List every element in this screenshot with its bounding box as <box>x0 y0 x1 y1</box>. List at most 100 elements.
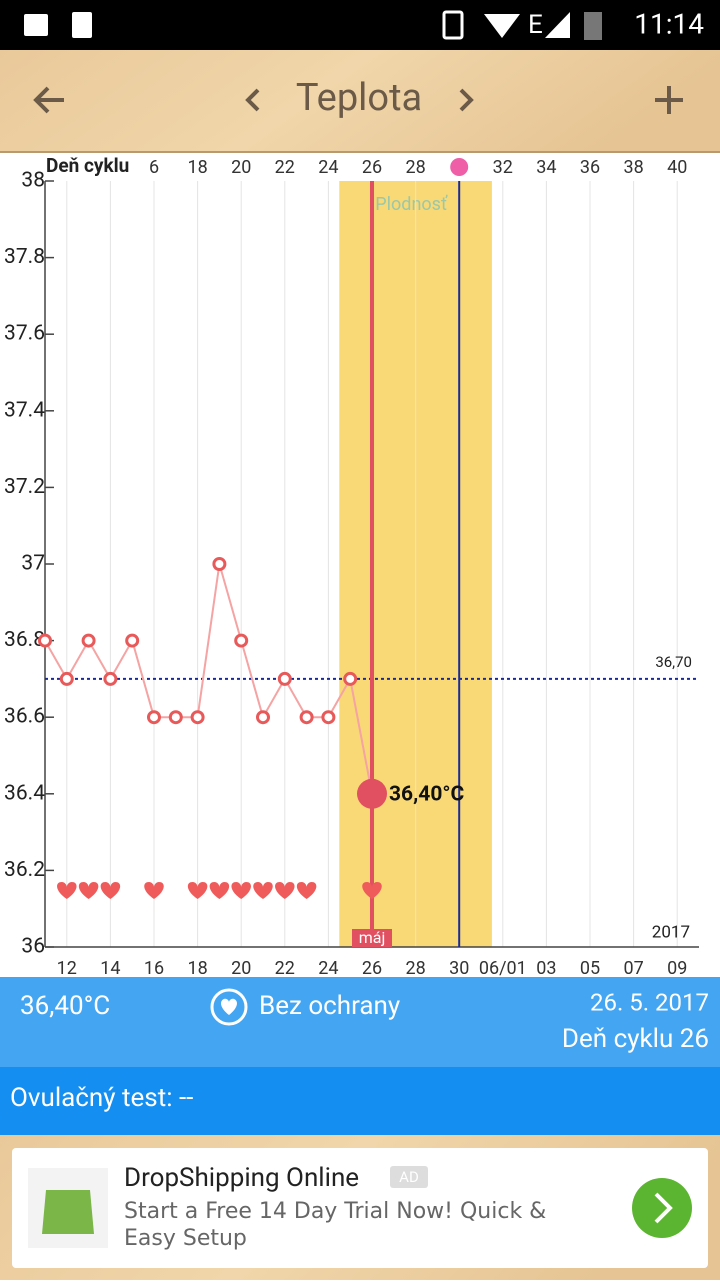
data-point <box>212 557 227 571</box>
y-tick-label: 38 <box>21 169 45 193</box>
ovulation-bar <box>0 1067 720 1135</box>
status-bar <box>0 0 720 50</box>
intercourse-heart <box>187 882 208 899</box>
top-tick-label: 28 <box>405 157 425 178</box>
ad-text-box: Start a Free 14 Day Trial Now! Quick & E… <box>124 1199 547 1251</box>
series-line <box>44 563 373 794</box>
top-tick-label: 22 <box>275 157 295 178</box>
ad-arrow <box>654 1192 673 1224</box>
network-type: E <box>528 10 543 40</box>
y-tick-label: 36.6 <box>4 705 45 729</box>
vibrate-icon <box>442 10 464 40</box>
info-protection: Bez ochrany <box>259 991 400 1021</box>
top-tick-label: 24 <box>318 157 338 178</box>
top-tick-label: 40 <box>667 157 687 178</box>
top-tick-label: 20 <box>231 157 251 178</box>
intercourse-heart <box>362 882 382 899</box>
y-tick-label: 37.4 <box>4 398 45 422</box>
data-point <box>343 671 358 686</box>
top-tick-label: 36 <box>580 157 600 178</box>
x-tick-label: 18 <box>187 958 207 979</box>
intercourse-heart <box>275 882 295 899</box>
top-tick-label: 34 <box>536 157 556 178</box>
ovulation-marker <box>450 158 469 176</box>
status-icon <box>24 14 48 36</box>
data-point <box>59 671 74 686</box>
ad-card[interactable] <box>12 1148 708 1268</box>
data-point <box>103 671 118 686</box>
top-tick-label: 18 <box>187 157 207 178</box>
data-point <box>299 710 314 725</box>
info-temperature: 36,40°C <box>20 991 110 1021</box>
toolbar <box>0 50 720 153</box>
y-tick-label: 37.8 <box>4 245 45 269</box>
intercourse-heart <box>231 882 251 899</box>
x-tick-label: 20 <box>231 958 251 979</box>
ad-badge: AD <box>399 1168 419 1186</box>
data-point <box>234 633 249 648</box>
ad-icon <box>42 1190 94 1234</box>
next-button[interactable] <box>459 88 474 112</box>
y-tick-label: 36 <box>21 935 45 959</box>
year-label: 2017 <box>652 922 690 942</box>
prev-button[interactable] <box>245 88 260 112</box>
x-tick-label: 09 <box>667 958 687 979</box>
back-button[interactable] <box>33 86 64 114</box>
data-point <box>147 710 161 725</box>
add-button[interactable] <box>655 86 683 114</box>
x-tick-label: 05 <box>580 958 600 979</box>
intercourse-heart <box>296 882 317 899</box>
info-panel <box>0 977 720 1067</box>
toolbar-title: Teplota <box>296 76 422 120</box>
y-tick-label: 36.4 <box>4 781 45 805</box>
top-tick-label: 38 <box>623 157 643 178</box>
x-tick-label: 12 <box>57 958 77 979</box>
x-tick-label: 16 <box>144 958 164 979</box>
point-label: 36,40°C <box>389 782 465 806</box>
top-axis-label: Deň cyklu <box>46 154 129 177</box>
month-label-bg <box>352 929 392 947</box>
ad-text: Start a Free 14 Day Trial Now! Quick & E… <box>124 1199 547 1251</box>
data-point <box>277 671 292 686</box>
y-tick-label: 37 <box>21 552 45 576</box>
x-tick-label: 22 <box>275 958 295 979</box>
intercourse-heart <box>78 882 99 899</box>
status-icon <box>72 12 92 38</box>
info-cycle-day: Deň cyklu 26 <box>562 1024 709 1054</box>
data-point <box>190 710 205 725</box>
intercourse-heart <box>100 882 121 899</box>
x-tick-label: 30 <box>449 958 469 979</box>
data-point <box>168 710 183 725</box>
clock: 11:14 <box>634 7 704 40</box>
protection-heart <box>221 998 237 1015</box>
x-tick-label: 14 <box>100 958 120 979</box>
x-tick-label: 03 <box>536 958 556 979</box>
protection-icon <box>210 988 248 1026</box>
x-tick-label: 06/01 <box>479 958 527 979</box>
selected-point <box>357 778 387 809</box>
y-tick-label: 37.6 <box>4 322 45 346</box>
coverline-label: 36,70 <box>655 653 692 671</box>
top-tick-label: 32 <box>493 157 513 178</box>
x-tick-label: 26 <box>362 958 382 979</box>
intercourse-heart <box>253 882 273 899</box>
y-tick-label: 37.2 <box>4 475 45 499</box>
intercourse-heart <box>144 882 164 899</box>
data-point <box>81 633 96 648</box>
data-point <box>256 710 270 725</box>
y-tick-label: 36.2 <box>4 858 45 882</box>
signal-icon <box>545 12 570 38</box>
x-tick-label: 28 <box>405 958 425 979</box>
top-tick-label: 26 <box>362 157 382 178</box>
ad-button[interactable] <box>632 1178 692 1238</box>
ad-title: DropShipping Online <box>124 1163 359 1193</box>
info-date: 26. 5. 2017 <box>590 988 709 1016</box>
intercourse-heart <box>209 882 230 899</box>
top-tick-label: 6 <box>149 157 159 178</box>
x-tick-label: 24 <box>318 958 338 979</box>
ovulation-test: Ovulačný test: -- <box>10 1083 193 1113</box>
fertile-label: Plodnosť <box>375 194 448 215</box>
month-label: máj <box>359 928 386 947</box>
ad-badge-bg <box>390 1166 428 1188</box>
